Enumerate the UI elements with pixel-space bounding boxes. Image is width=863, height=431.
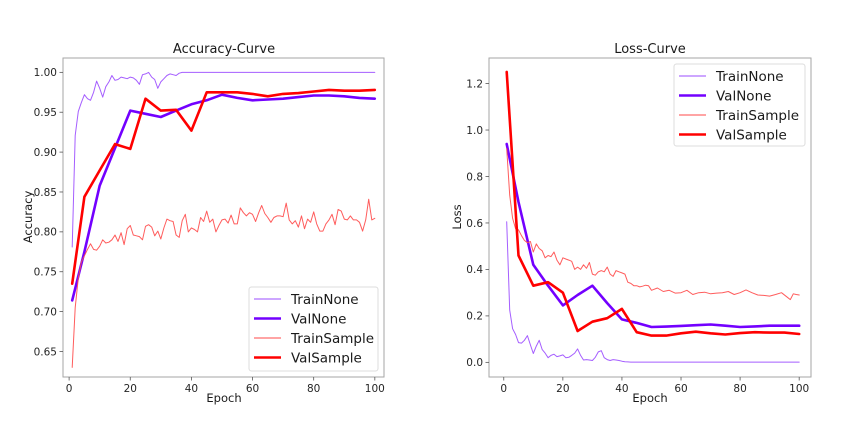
accuracy-x-tick-label: 0 bbox=[66, 383, 73, 395]
loss-plot-frame bbox=[488, 57, 812, 378]
loss-series-trainsample bbox=[506, 148, 800, 301]
loss-y-tick-label: 0.6 bbox=[466, 218, 483, 230]
accuracy-y-tick-label: 0.65 bbox=[34, 346, 57, 358]
accuracy-series-valnone bbox=[70, 93, 377, 302]
loss-y-tick-label: 1.0 bbox=[466, 125, 483, 137]
loss-series-layer bbox=[505, 70, 801, 363]
accuracy-series-trainnone bbox=[71, 71, 376, 248]
accuracy-legend-label-valsample: ValSample bbox=[291, 351, 362, 367]
accuracy-y-tick-label: 0.80 bbox=[34, 227, 57, 239]
loss-x-tick-label: 40 bbox=[615, 383, 628, 395]
accuracy-x-tick-label: 20 bbox=[124, 383, 137, 395]
accuracy-y-ticks: 0.65 0.70 0.75 0.80 0.85 0.90 0.95 1.00 bbox=[34, 67, 63, 358]
loss-y-ticks: 0.0 0.2 0.4 0.6 0.8 1.0 1.2 bbox=[466, 78, 489, 369]
accuracy-x-axis-label: Epoch bbox=[206, 391, 241, 405]
accuracy-y-tick-label: 1.00 bbox=[34, 67, 57, 79]
accuracy-x-tick-label: 100 bbox=[365, 383, 385, 395]
accuracy-series-valsample bbox=[70, 88, 377, 286]
accuracy-y-tick-label: 0.90 bbox=[34, 147, 57, 159]
loss-y-axis-label: Loss bbox=[450, 204, 464, 229]
loss-chart-title: Loss-Curve bbox=[614, 42, 686, 57]
accuracy-legend-label-trainnone: TrainNone bbox=[290, 292, 359, 308]
loss-y-tick-label: 1.2 bbox=[466, 78, 483, 90]
loss-series-valsample bbox=[505, 70, 801, 337]
accuracy-x-ticks: 0 20 40 60 80 100 bbox=[66, 377, 385, 395]
accuracy-y-tick-label: 0.70 bbox=[34, 306, 57, 318]
loss-series-trainnone bbox=[506, 221, 800, 363]
accuracy-chart: Accuracy-Curve 0.650.700.750.800.850.900… bbox=[21, 42, 385, 405]
accuracy-chart-title: Accuracy-Curve bbox=[173, 42, 275, 57]
accuracy-x-tick-label: 60 bbox=[246, 383, 259, 395]
loss-chart: Loss-Curve 0.0 0.2 0.4 0.6 0.8 1.0 1.2 0 20 40 60… bbox=[450, 42, 812, 405]
loss-x-tick-label: 20 bbox=[556, 383, 569, 395]
accuracy-series-trainsample bbox=[71, 198, 376, 368]
accuracy-series-layer bbox=[70, 71, 377, 368]
accuracy-legend-box bbox=[248, 286, 379, 372]
accuracy-legend-label-valnone: ValNone bbox=[291, 312, 346, 328]
loss-x-axis-label: Epoch bbox=[632, 391, 667, 405]
loss-x-tick-label: 80 bbox=[733, 383, 746, 395]
loss-y-tick-label: 0.8 bbox=[466, 171, 483, 183]
loss-y-tick-label: 0.2 bbox=[466, 311, 483, 323]
loss-legend: TrainNone ValNone TrainSample ValSample bbox=[673, 63, 806, 147]
accuracy-x-tick-label: 40 bbox=[185, 383, 198, 395]
loss-y-tick-label: 0.0 bbox=[466, 357, 483, 369]
accuracy-legend-label-trainsample: TrainSample bbox=[290, 331, 374, 347]
accuracy-plot-frame bbox=[62, 57, 385, 378]
loss-legend-box bbox=[673, 63, 806, 147]
loss-x-ticks: 0 20 40 60 80 100 bbox=[500, 377, 809, 395]
loss-x-tick-label: 60 bbox=[674, 383, 687, 395]
loss-legend-label-trainsample: TrainSample bbox=[715, 108, 799, 124]
accuracy-y-tick-label: 0.95 bbox=[34, 107, 57, 119]
loss-series-valnone bbox=[505, 142, 801, 329]
accuracy-y-tick-label: 0.85 bbox=[34, 187, 57, 199]
loss-legend-label-valnone: ValNone bbox=[716, 89, 771, 105]
loss-legend-label-trainnone: TrainNone bbox=[715, 69, 784, 85]
loss-y-tick-label: 0.4 bbox=[466, 264, 483, 276]
loss-x-tick-label: 100 bbox=[789, 383, 809, 395]
loss-legend-label-valsample: ValSample bbox=[716, 128, 787, 144]
accuracy-legend: TrainNone ValNone TrainSample ValSample bbox=[248, 286, 379, 372]
loss-x-tick-label: 0 bbox=[500, 383, 507, 395]
accuracy-y-tick-label: 0.75 bbox=[34, 267, 57, 279]
accuracy-y-axis-label: Accuracy bbox=[21, 191, 35, 244]
accuracy-x-tick-label: 80 bbox=[307, 383, 320, 395]
